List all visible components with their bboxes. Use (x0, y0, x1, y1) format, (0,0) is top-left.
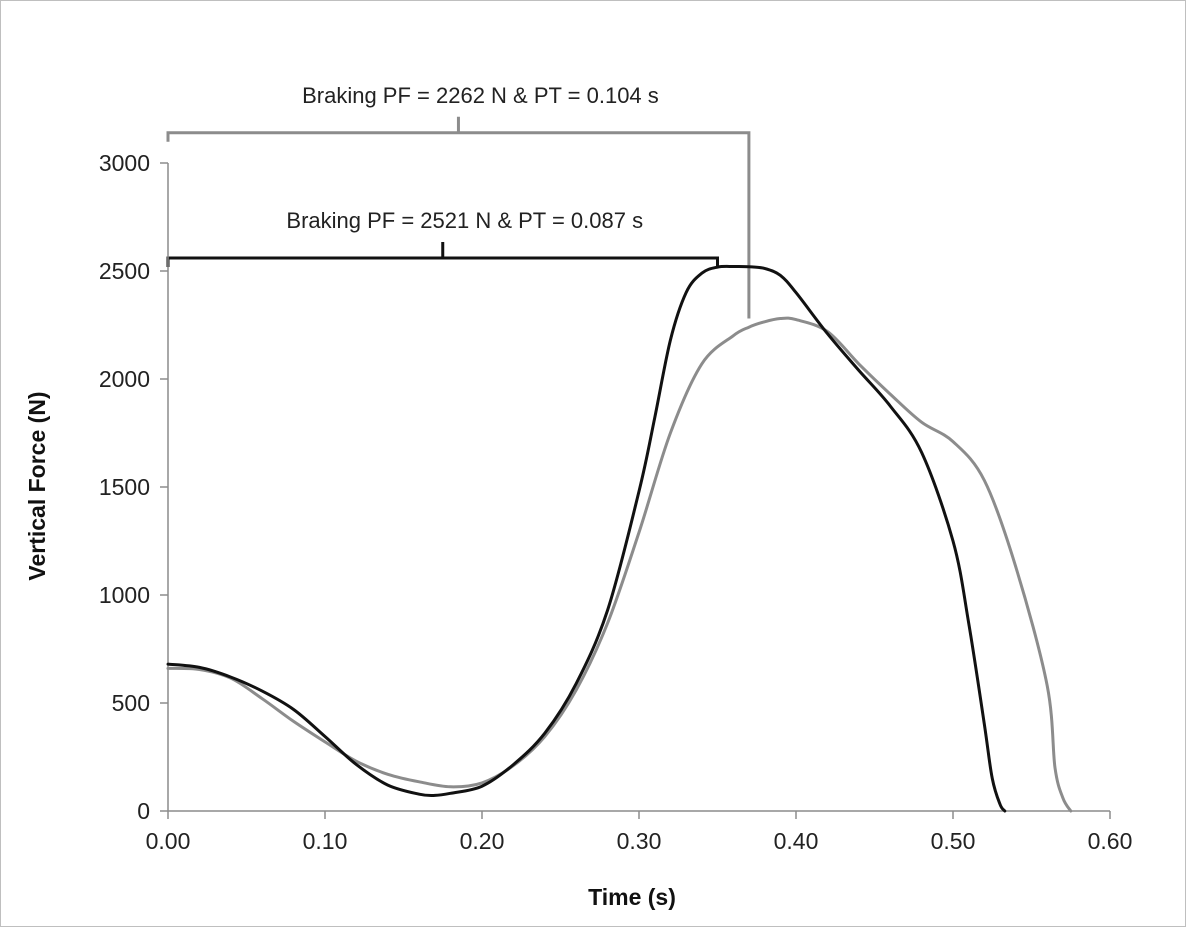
x-axis-title: Time (s) (588, 884, 676, 910)
annotation-bracket-1: Braking PF = 2262 N & PT = 0.104 s (166, 83, 751, 319)
x-tick-label: 0.20 (460, 828, 505, 854)
annotation-label: Braking PF = 2262 N & PT = 0.104 s (302, 83, 659, 108)
y-axis-title: Vertical Force (N) (24, 391, 50, 580)
y-tick-label: 3000 (99, 150, 150, 176)
x-tick-label: 0.60 (1088, 828, 1133, 854)
y-tick-label: 1500 (99, 474, 150, 500)
x-tick-group: 0.00 0.10 0.20 0.30 0.40 0.50 0.60 (146, 811, 1133, 854)
x-tick-label: 0.10 (303, 828, 348, 854)
y-tick-label: 2000 (99, 366, 150, 392)
bracket-path (166, 116, 751, 319)
y-tick-label: 0 (137, 798, 150, 824)
series-line-black (166, 264, 1007, 813)
x-tick-label: 0.40 (774, 828, 819, 854)
axes-layer: 0.00 0.10 0.20 0.30 0.40 0.50 0.60 0 500 1000 150… (99, 150, 1133, 854)
x-tick-label: 0.30 (617, 828, 662, 854)
y-tick-label: 500 (112, 690, 150, 716)
x-tick-label: 0.00 (146, 828, 191, 854)
y-tick-label: 2500 (99, 258, 150, 284)
series-layer (166, 264, 1073, 813)
x-tick-label: 0.50 (931, 828, 976, 854)
y-tick-label: 1000 (99, 582, 150, 608)
annotation-label: Braking PF = 2521 N & PT = 0.087 s (286, 208, 643, 233)
y-tick-group: 0 500 1000 1500 2000 2500 3000 (99, 150, 168, 824)
